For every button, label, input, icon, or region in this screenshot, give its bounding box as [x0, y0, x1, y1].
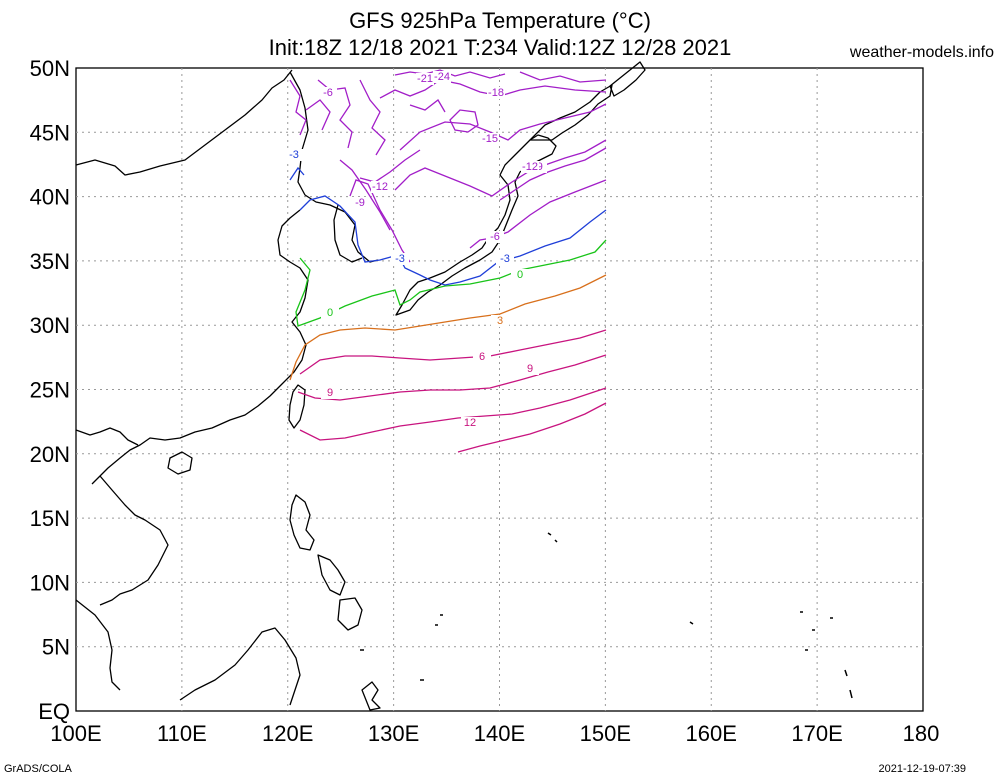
contour-label-bg — [371, 181, 389, 193]
graticule — [75, 67, 924, 712]
contour-label: 3 — [497, 315, 503, 327]
contour-12 — [457, 402, 607, 453]
contour-label: -12 — [522, 161, 538, 173]
lat-tick-label: 5N — [42, 635, 70, 660]
contour-label: -3 — [500, 253, 510, 265]
lat-tick-label: 20N — [30, 442, 70, 467]
temperature-contours — [289, 69, 607, 453]
lat-tick-label: 10N — [30, 570, 70, 595]
contour-label-bg — [511, 269, 529, 281]
coastline-hokkaido — [529, 84, 613, 141]
lon-tick-label: 120E — [262, 721, 313, 746]
contour-label-bg — [461, 417, 479, 429]
coastline-sulawesi — [361, 681, 381, 711]
contour-label: -24 — [434, 71, 450, 83]
contour-label-bg — [351, 197, 369, 209]
coastline-sakhalin — [609, 61, 646, 97]
title-line-1: GFS 925hPa Temperature (°C) — [349, 8, 651, 33]
contour-3 — [289, 274, 607, 381]
contour-label-bg — [473, 351, 491, 363]
contour-label-bg — [491, 315, 509, 327]
contour-label: 0 — [517, 269, 523, 281]
contour-label: -18 — [488, 87, 504, 99]
lon-tick-label: 110E — [157, 721, 207, 746]
contour-minus3 — [289, 166, 607, 286]
contour-label-bg — [487, 87, 505, 99]
coastlines — [75, 61, 853, 711]
contour-label: 12 — [464, 417, 476, 429]
coastline-visayas — [317, 554, 346, 596]
contour-minus9 — [339, 147, 607, 231]
contour-label-bg — [321, 307, 339, 319]
coastline-japan — [395, 134, 557, 316]
contour-label-bg — [319, 87, 337, 99]
contour-label-bg — [481, 133, 499, 145]
brand-label: weather-models.info — [849, 44, 994, 61]
lon-tick-label: 170E — [791, 721, 842, 746]
lon-tick-label: 130E — [368, 721, 419, 746]
lat-tick-label: 25N — [30, 378, 70, 403]
contour-minus18 — [379, 79, 607, 99]
contour-label: -3 — [289, 149, 299, 161]
lat-tick-label: EQ — [38, 699, 70, 724]
coastline-mindanao — [337, 597, 363, 631]
contour-label: -3 — [395, 253, 405, 265]
contour-label-bg — [433, 71, 451, 83]
contour-minus24 — [449, 109, 479, 133]
credit-left: GrADS/COLA — [4, 763, 72, 775]
contour-label: 9 — [327, 387, 333, 399]
lat-tick-label: 50N — [30, 56, 70, 81]
contour-minus6 — [305, 99, 607, 263]
lon-tick-label: 180 — [903, 721, 940, 746]
coastline-luzon — [289, 494, 315, 551]
contour-minus15 — [399, 103, 607, 151]
coastline-hainan — [167, 451, 193, 475]
contour-label-bg — [496, 253, 514, 265]
contour-0 — [295, 239, 607, 327]
contour-label: 6 — [479, 351, 485, 363]
lat-tick-label: 40N — [30, 185, 70, 210]
lat-tick-label: 30N — [30, 313, 70, 338]
contour-label: -15 — [482, 133, 498, 145]
contour-label-bg — [285, 149, 303, 161]
contour-label: -12 — [372, 181, 388, 193]
lon-tick-label: 150E — [580, 721, 631, 746]
lat-tick-label: 35N — [30, 249, 70, 274]
lat-tick-label: 45N — [30, 120, 70, 145]
contour-12-west — [299, 387, 607, 441]
axis-tick-labels: 100E 110E 120E 130E 140E 150E 160E 170E 180 EQ 5N 1… — [30, 56, 940, 746]
contour-6 — [299, 329, 607, 375]
contour-label: 9 — [527, 363, 533, 375]
coastline-taiwan — [288, 384, 306, 429]
contour-label-bg — [416, 73, 434, 85]
contour-label-bg — [521, 161, 539, 173]
lon-tick-label: 140E — [474, 721, 525, 746]
contour-label: 0 — [327, 307, 333, 319]
contour-siberia — [289, 71, 607, 156]
contour-label-bg — [321, 387, 339, 399]
contour-label: -9 — [355, 197, 365, 209]
contour-label-bg — [486, 231, 504, 243]
contour-9 — [297, 354, 607, 401]
contour-label: -21 — [417, 73, 433, 85]
title-line-2: Init:18Z 12/18 2021 T:234 Valid:12Z 12/2… — [268, 35, 732, 60]
lat-tick-label: 15N — [30, 506, 70, 531]
contour-label: -6 — [323, 87, 333, 99]
contour-label-bg — [521, 363, 539, 375]
contour-label: -6 — [490, 231, 500, 243]
lon-tick-label: 100E — [50, 721, 101, 746]
coastline-mainland — [75, 69, 379, 691]
contour-minus12 — [359, 139, 607, 197]
pacific-islets — [360, 532, 853, 699]
credit-right: 2021-12-19-07:39 — [878, 763, 966, 775]
coastline-borneo — [179, 627, 301, 706]
lon-tick-label: 160E — [686, 721, 737, 746]
contour-label-bg — [391, 253, 409, 265]
